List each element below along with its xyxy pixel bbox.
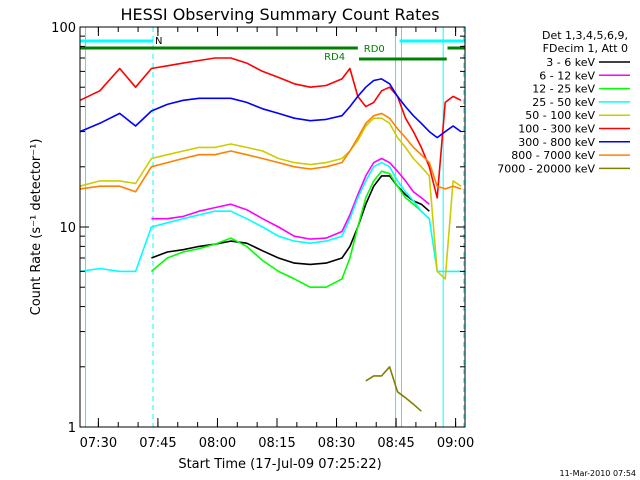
- state-label-n: N: [155, 36, 162, 47]
- legend-entry-label: 7000 - 20000 keV: [497, 162, 595, 175]
- series-line-800-7000-kev: [79, 112, 462, 193]
- x-tick-label: 07:30: [80, 436, 117, 451]
- series-line-25-50-kev: [79, 161, 461, 273]
- legend-header-line: Det 1,3,4,5,6,9,: [542, 29, 628, 42]
- chart-title: HESSI Observing Summary Count Rates: [120, 5, 439, 24]
- series-line-3-6-kev: [151, 175, 430, 266]
- state-label-rd4: RD4: [324, 52, 345, 63]
- series-line-300-800-kev: [79, 78, 462, 139]
- series-line-6-12-kev: [151, 157, 430, 240]
- legend-entry-label: 100 - 300 keV: [518, 123, 595, 136]
- axes: 1 10 100 07:30 07:45 08:00 08:15 08:30 08:45 09:0…: [51, 21, 474, 451]
- legend-entry-label: 6 - 12 keV: [539, 69, 595, 82]
- legend-entry-label: 800 - 7000 keV: [511, 149, 595, 162]
- x-tick-label: 08:30: [318, 436, 355, 451]
- y-axis-label: Count Rate (s⁻¹ detector⁻¹): [29, 139, 44, 316]
- state-label-rd0: RD0: [364, 44, 385, 55]
- x-axis-label: Start Time (17-Jul-09 07:25:22): [178, 457, 381, 472]
- legend-header-line: FDecim 1, Att 0: [543, 42, 628, 55]
- series-line-7000-20000-kev: [365, 366, 422, 412]
- footer-date: 11-Mar-2010 07:54: [560, 469, 637, 478]
- y-tick-label: 100: [51, 21, 76, 36]
- legend-entry-label: 12 - 25 keV: [532, 83, 595, 96]
- series-line-12-25-kev: [150, 170, 430, 288]
- legend-entry-label: 50 - 100 keV: [525, 109, 595, 122]
- data-series: [79, 57, 462, 412]
- legend: Det 1,3,4,5,6,9,FDecim 1, Att 03 - 6 keV…: [497, 29, 630, 175]
- x-tick-label: 08:45: [377, 436, 414, 451]
- x-tick-label: 08:00: [199, 436, 236, 451]
- x-tick-label: 09:00: [437, 436, 474, 451]
- legend-entry-label: 25 - 50 keV: [532, 96, 595, 109]
- x-tick-label: 08:15: [258, 436, 295, 451]
- y-tick-label: 1: [68, 421, 76, 436]
- legend-entry-label: 300 - 800 keV: [518, 136, 595, 149]
- y-tick-label: 10: [59, 221, 76, 236]
- series-line-100-300-kev: [79, 57, 462, 199]
- legend-entry-label: 3 - 6 keV: [546, 56, 595, 69]
- plot-frame: [79, 26, 466, 428]
- x-tick-label: 07:45: [139, 436, 176, 451]
- state-markers: N RD4 RD0: [80, 27, 465, 427]
- series-line-50-100-kev: [79, 117, 462, 280]
